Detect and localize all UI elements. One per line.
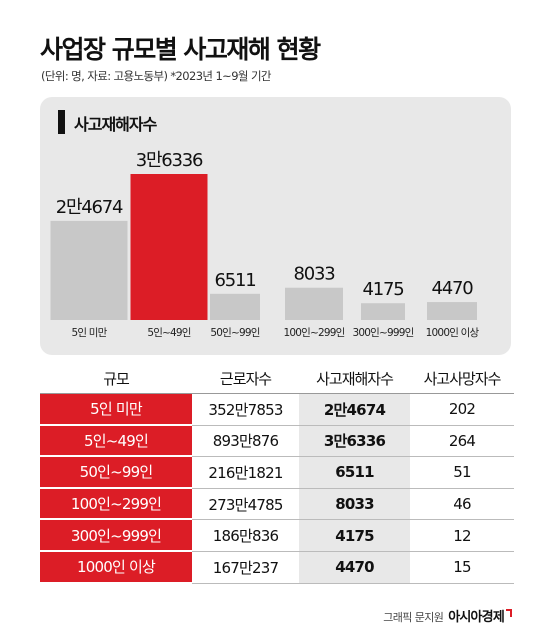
table-row: 5인 미만 352만7853 2만4674 202 <box>40 394 514 426</box>
row-deaths: 12 <box>410 520 514 552</box>
row-workers: 216만1821 <box>192 457 299 489</box>
row-size: 100인~299인 <box>40 488 192 521</box>
bar-value-label: 4470 <box>431 278 473 299</box>
bar-3 <box>210 293 260 320</box>
table-row: 1000인 이상 167만237 4470 15 <box>40 551 514 584</box>
bar-value-label: 3만6336 <box>136 150 203 171</box>
row-deaths: 46 <box>410 489 514 521</box>
bar-4 <box>285 287 343 320</box>
page-subtitle: (단위: 명, 자료: 고용노동부) *2023년 1~9월 기간 <box>41 69 272 83</box>
row-size: 50인~99인 <box>40 457 192 489</box>
row-accidents: 3만6336 <box>299 425 410 458</box>
stats-table: 규모 근로자수 사고재해자수 사고사망자수 5인 미만 352만7853 2만4… <box>40 364 514 584</box>
table-header-row: 규모 근로자수 사고재해자수 사고사망자수 <box>40 364 514 394</box>
row-size: 5인~49인 <box>40 425 192 458</box>
bar-category-label: 5인~49인 <box>147 327 190 339</box>
row-workers: 186만836 <box>192 520 299 552</box>
row-accidents: 4470 <box>299 551 410 584</box>
row-size: 300인~999인 <box>40 520 192 552</box>
row-accidents: 2만4674 <box>299 394 410 426</box>
bar-value-label: 6511 <box>214 270 255 291</box>
bar-6 <box>427 302 477 320</box>
bar-value-label: 2만4674 <box>56 197 123 218</box>
table-row: 100인~299인 273만4785 8033 46 <box>40 488 514 521</box>
bar-category-label: 100인~299인 <box>283 327 344 339</box>
header-accidents: 사고재해자수 <box>299 364 410 394</box>
bar-value-label: 4175 <box>362 279 403 300</box>
bar-5 <box>361 303 405 320</box>
table-row: 5인~49인 893만876 3만6336 264 <box>40 425 514 458</box>
row-workers: 893만876 <box>192 426 299 458</box>
bar-category-label: 50인~99인 <box>210 327 259 339</box>
row-accidents: 8033 <box>299 488 410 521</box>
bar-2 <box>130 174 208 320</box>
publisher-logo-mark <box>506 609 512 617</box>
bar-value-label: 8033 <box>293 264 335 285</box>
table-row: 300인~999인 186만836 4175 12 <box>40 520 514 552</box>
row-deaths: 264 <box>410 426 514 458</box>
header-deaths: 사고사망자수 <box>410 364 514 394</box>
publisher-name: 아시아경제 <box>448 610 505 625</box>
credit-line: 그래픽 문지원 아시아경제 <box>383 606 512 625</box>
row-size: 5인 미만 <box>40 394 192 426</box>
row-workers: 167만237 <box>192 552 299 584</box>
row-deaths: 51 <box>410 457 514 489</box>
table-row: 50인~99인 216만1821 6511 51 <box>40 457 514 489</box>
bar-category-label: 1000인 이상 <box>426 327 480 339</box>
bar-category-label: 300인~999인 <box>352 327 413 339</box>
row-accidents: 4175 <box>299 520 410 552</box>
row-deaths: 202 <box>410 394 514 426</box>
row-workers: 273만4785 <box>192 489 299 521</box>
header-workers: 근로자수 <box>192 364 299 394</box>
bar-1 <box>50 220 128 320</box>
row-workers: 352만7853 <box>192 394 299 426</box>
graphic-credit: 그래픽 문지원 <box>383 611 444 624</box>
chart-title-marker <box>58 110 65 134</box>
bar-category-label: 5인 미만 <box>72 327 108 339</box>
row-size: 1000인 이상 <box>40 551 192 584</box>
chart-title: 사고재해자수 <box>74 115 157 134</box>
row-accidents: 6511 <box>299 457 410 489</box>
header-size: 규모 <box>40 364 192 394</box>
page-title: 사업장 규모별 사고재해 현황 <box>40 35 321 64</box>
row-deaths: 15 <box>410 552 514 584</box>
